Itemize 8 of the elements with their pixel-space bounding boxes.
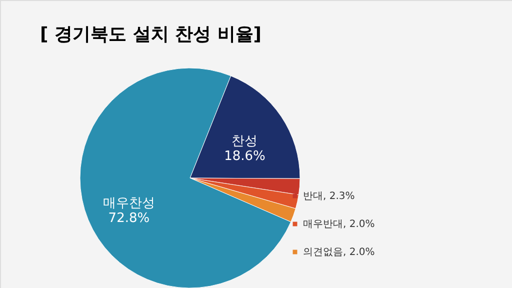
data-label: 72.8% — [108, 211, 150, 226]
legend-label: 매우반대, 2.0% — [303, 219, 375, 230]
data-label: 18.6% — [224, 149, 266, 164]
legend-label: 반대, 2.3% — [303, 191, 355, 202]
slice-label: 찬성 — [232, 134, 258, 150]
legend-label: 의견없음, 2.0% — [303, 247, 375, 258]
slice-label: 매우찬성 — [102, 196, 155, 212]
chart-title: [ 경기북도 설치 찬성 비율] — [40, 24, 262, 45]
